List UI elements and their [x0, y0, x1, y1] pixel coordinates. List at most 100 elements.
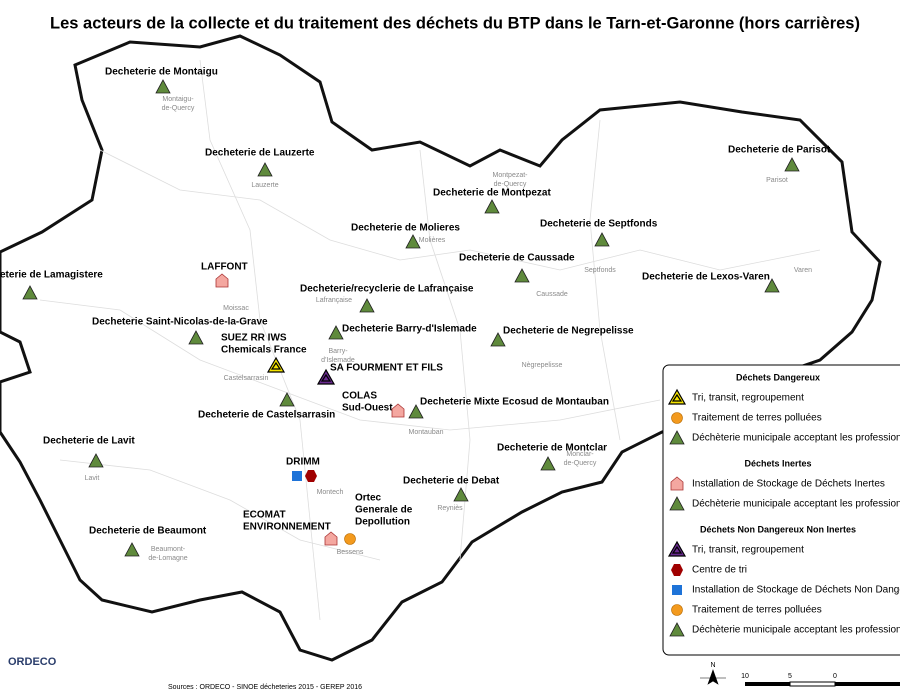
marker-decheterie [490, 332, 506, 347]
department-border [0, 34, 882, 662]
town-label: d'Islemade [321, 357, 355, 364]
site-label: Decheterie de Molieres [351, 223, 460, 234]
marker-decheterie [257, 162, 273, 177]
marker-isdi [324, 531, 338, 546]
marker-isdnd [292, 471, 302, 481]
scale-label: 0 [833, 673, 837, 680]
town-label: de-Quercy [564, 460, 597, 467]
site-label: Generale de [355, 505, 413, 516]
marker-tri-transit [316, 368, 336, 385]
marker-decheterie [514, 268, 530, 283]
marker-decheterie [484, 199, 500, 214]
site-label: Decheterie Saint-Nicolas-de-la-Grave [92, 317, 268, 328]
marker-isdi [391, 403, 405, 418]
logo: ORDECO [8, 656, 57, 668]
town-label: Beaumont- [151, 546, 186, 553]
town-label: Montaigu- [162, 96, 194, 103]
town-label: Montauban [408, 429, 443, 436]
site-label: Sud-Ouest [342, 403, 393, 414]
site-label: Decheterie de Beaumont [89, 526, 207, 537]
scale-label: 5 [788, 673, 792, 680]
legend-heading: Déchets Inertes [744, 458, 811, 468]
site-label: Decheterie de Caussade [459, 253, 575, 264]
site-label: Decheterie de Lexos-Varen [642, 272, 770, 283]
site-label: Decheterie de Negrepelisse [503, 326, 634, 337]
legend-item: Traitement de terres polluées [692, 605, 822, 616]
town-label: Caussade [536, 291, 568, 298]
north-label: N [710, 662, 715, 669]
marker-decheterie [784, 157, 800, 172]
town-label: Lafrançaise [316, 297, 352, 304]
marker-decheterie [669, 622, 685, 637]
legend-item: Déchèterie municipale acceptant les prof… [692, 625, 900, 636]
marker-terres [671, 412, 683, 424]
legend-item: Installation de Stockage de Déchets Non … [692, 585, 900, 596]
legend-item: Déchèterie municipale acceptant les prof… [692, 499, 900, 510]
site-label: ECOMAT [243, 510, 286, 521]
marker-tri-transit [667, 388, 687, 405]
source: Sources : ORDECO - SINOE décheteries 201… [168, 684, 362, 691]
map-title: Les acteurs de la collecte et du traitem… [50, 14, 860, 32]
town-label: Lauzerte [251, 182, 278, 189]
marker-decheterie [22, 285, 38, 300]
marker-decheterie [88, 453, 104, 468]
site-label: SUEZ RR IWS [221, 333, 287, 344]
marker-decheterie [594, 232, 610, 247]
marker-decheterie [124, 542, 140, 557]
legend-heading: Déchets Non Dangereux Non Inertes [700, 524, 856, 534]
site-label: Decheterie de Lavit [43, 436, 135, 447]
site-label: Depollution [355, 517, 410, 528]
legend-item: Traitement de terres polluées [692, 413, 822, 424]
town-label: Montech [317, 489, 344, 496]
site-label: Decheterie Barry-d'Islemade [342, 324, 477, 335]
town-label: Parisot [766, 177, 788, 184]
marker-decheterie [279, 392, 295, 407]
legend-box [662, 364, 900, 656]
site-label: Ortec [355, 493, 382, 504]
site-label: Decheterie de Montpezat [433, 188, 551, 199]
town-label: Montpezat- [492, 172, 528, 179]
site-label: Decheterie de Lauzerte [205, 148, 315, 159]
marker-decheterie [669, 430, 685, 445]
marker-decheterie [359, 298, 375, 313]
scale-label: 10 [741, 673, 749, 680]
town-label: de-Lomagne [148, 555, 187, 562]
marker-tri-transit [266, 356, 286, 373]
town-label: de-Quercy [494, 181, 527, 188]
marker-terres [344, 533, 356, 545]
site-label: Decheterie de Parisot [728, 145, 831, 156]
site-label: DRIMM [286, 457, 320, 468]
site-label: ENVIRONNEMENT [243, 522, 331, 533]
scale-bar [745, 681, 900, 687]
site-label: Decheterie de Debat [403, 476, 500, 487]
commune-lines [39, 59, 821, 621]
legend-item: Tri, transit, regroupement [692, 545, 804, 556]
town-label: Lavit [85, 475, 100, 482]
legend-item: Déchèterie municipale acceptant les prof… [692, 433, 900, 444]
site-label: Decheterie/recyclerie de Lafrançaise [300, 284, 474, 295]
north-arrow: N [700, 662, 726, 685]
marker-decheterie [764, 278, 780, 293]
marker-decheterie [669, 496, 685, 511]
site-label: Decheterie de Montaigu [105, 67, 218, 78]
legend-item: Installation de Stockage de Déchets Iner… [692, 479, 885, 490]
marker-isdnd [672, 585, 682, 595]
legend-item: Centre de tri [692, 565, 747, 576]
site-label: Decheterie de Montclar [497, 443, 607, 454]
town-label: Septfonds [584, 267, 616, 274]
marker-decheterie [188, 330, 204, 345]
legend-heading: Déchets Dangereux [736, 372, 820, 382]
town-label: Reyniès [437, 505, 463, 512]
marker-decheterie [328, 325, 344, 340]
marker-isdi [670, 476, 684, 491]
town-label: Castelsarrasin [224, 375, 269, 382]
legend-item: Tri, transit, regroupement [692, 393, 804, 404]
marker-decheterie [540, 456, 556, 471]
site-label: Decheterie de Castelsarrasin [198, 410, 335, 421]
town-label: Varen [794, 267, 812, 274]
marker-tri-transit [667, 540, 687, 557]
marker-isdi [215, 273, 229, 288]
town-label: de-Quercy [162, 105, 195, 112]
town-label: Monclar- [566, 451, 594, 458]
